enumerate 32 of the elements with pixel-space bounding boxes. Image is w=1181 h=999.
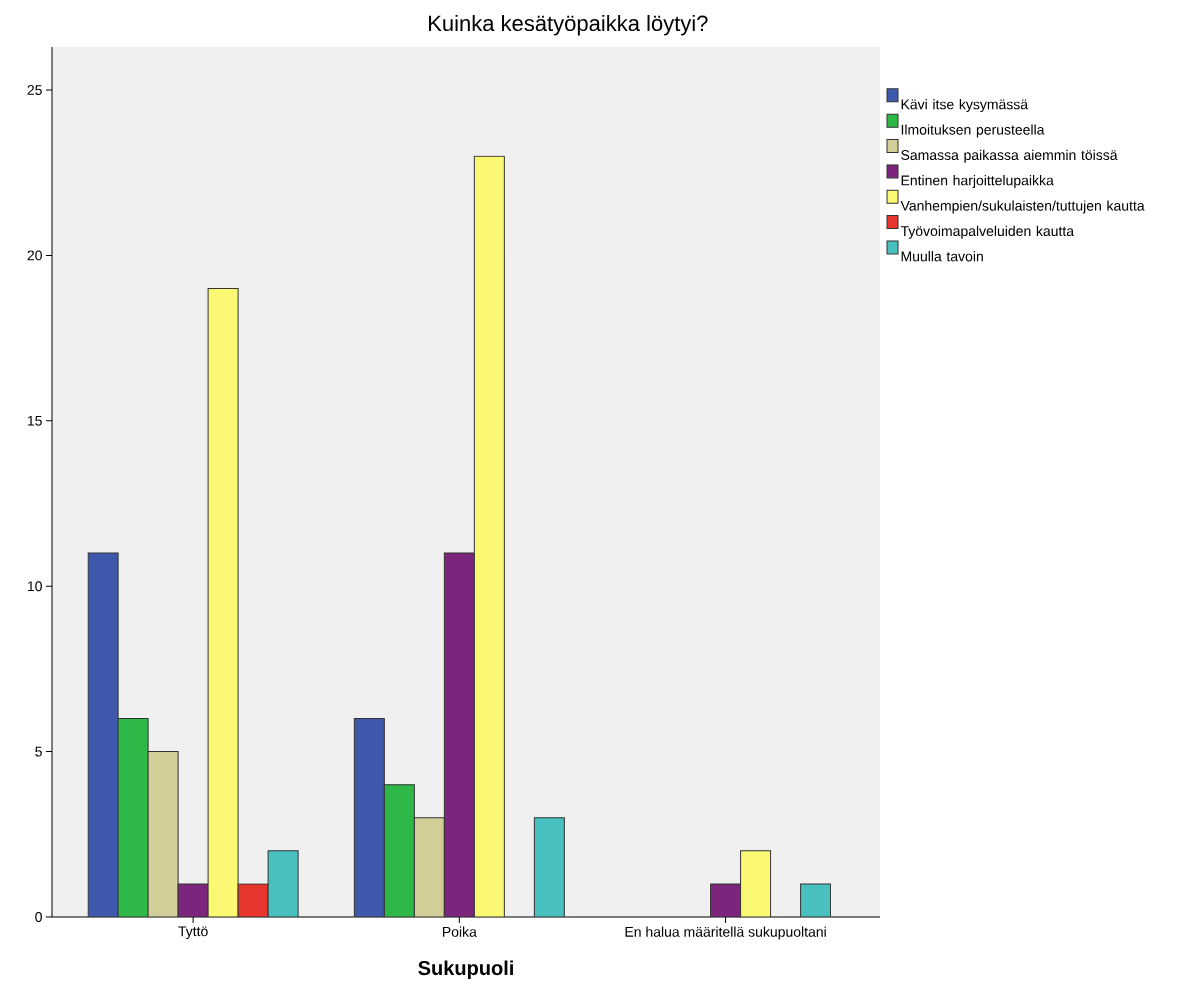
bar [413,817,445,917]
legend-label: Ilmoituksen perusteella [901,124,1045,138]
legend-label: Vanhempien/sukulaisten/tuttujen kautta [900,200,1145,214]
legend-label: Kävi itse kysymässä [901,99,1029,113]
x-tick-label: En halua määritellä sukupuoltani [625,926,826,940]
y-tick-label: 10 [27,581,42,592]
bar [800,883,832,917]
legend-label: Samassa paikassa aiemmin töissä [901,149,1118,163]
x-tick-label: Tyttö [178,926,208,940]
x-axis-title: Sukupuoli [418,960,513,980]
bar [267,850,299,917]
legend-label: Työvoimapalveluiden kautta [900,225,1075,239]
bar [117,718,149,917]
y-tick-label: 0 [35,912,42,922]
bar [207,287,239,917]
bar [473,155,505,917]
bar [710,883,742,917]
x-tick-label: Poika [442,926,477,937]
bar [87,552,119,917]
bar [383,784,415,917]
y-tick-label: 15 [27,415,42,426]
bar [147,751,179,917]
legend-label: Entinen harjoittelupaikka [901,175,1054,189]
bar [353,718,385,917]
chart-title: Kuinka kesätyöpaikka löytyi? [429,14,708,36]
bar [740,850,772,917]
y-tick-label: 25 [27,85,42,95]
bar [533,817,565,917]
y-tick-label: 5 [35,746,42,757]
bar [443,552,475,917]
y-tick-label: 20 [27,250,42,261]
legend-label: Muulla tavoin [901,251,983,262]
